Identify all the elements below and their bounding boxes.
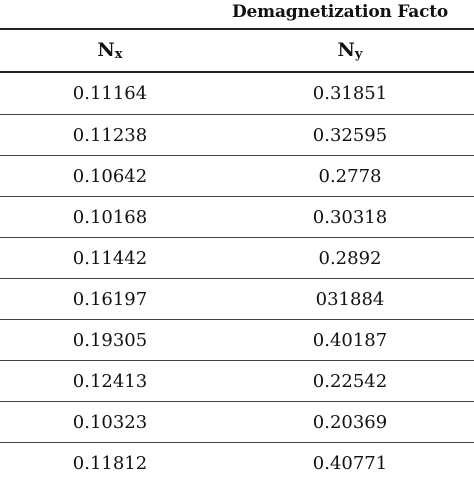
header-rule [0,71,474,73]
table-row: 0.11442 0.2892 [0,238,474,279]
nx-cell: 0.12413 [72,371,148,392]
row-divider [0,237,474,238]
row-divider [0,401,474,402]
column-header-nx: Nx [97,39,123,62]
ny-cell: 0.2778 [318,166,382,187]
table-row: 0.10168 0.30318 [0,197,474,238]
row-divider [0,114,474,115]
table-row: 0.12413 0.22542 [0,361,474,402]
table-row: 0.10642 0.2778 [0,156,474,197]
row-divider [0,278,474,279]
table-row: 0.16197 031884 [0,279,474,320]
nx-cell: 0.11442 [72,248,148,269]
row-divider [0,360,474,361]
column-header-row: Nx Ny [0,30,474,71]
ny-cell: 0.22542 [312,371,388,392]
nx-cell: 0.11164 [72,83,148,104]
ny-cell: 0.32595 [312,125,388,146]
ny-cell: 0.31851 [312,83,388,104]
table-row: 0.11164 0.31851 [0,73,474,114]
ny-cell: 0.30318 [312,207,388,228]
nx-cell: 0.11238 [72,125,148,146]
ny-cell: 0.2892 [318,248,382,269]
top-rule [0,28,474,30]
nx-cell: 0.10323 [72,412,148,433]
row-divider [0,155,474,156]
row-divider [0,319,474,320]
demagnetization-table: Demagnetization Facto Nx Ny 0.11164 0.31… [0,2,474,474]
nx-cell: 0.10642 [72,166,148,187]
column-header-ny: Ny [337,39,363,62]
ny-cell: 0.40771 [312,453,388,474]
nx-cell: 0.10168 [72,207,148,228]
row-divider [0,442,474,443]
table-row: 0.10323 0.20369 [0,402,474,443]
table-row: 0.19305 0.40187 [0,320,474,361]
row-divider [0,196,474,197]
nx-cell: 0.19305 [72,330,148,351]
nx-cell: 0.16197 [72,289,148,310]
ny-cell: 0.40187 [312,330,388,351]
nx-cell: 0.11812 [72,453,148,474]
table-row: 0.11238 0.32595 [0,115,474,156]
table-row: 0.11812 0.40771 [0,443,474,484]
ny-cell: 0.20369 [312,412,388,433]
group-header-title: Demagnetization Facto [232,2,449,22]
ny-cell: 031884 [315,289,385,310]
